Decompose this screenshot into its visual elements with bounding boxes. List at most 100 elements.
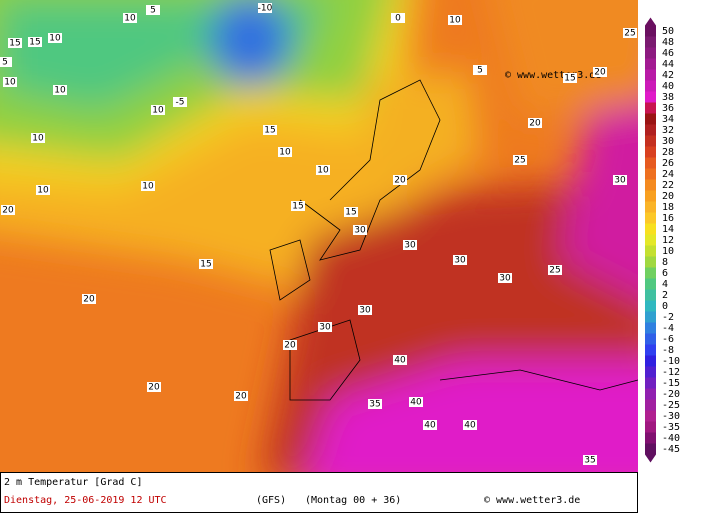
legend-tick-label: 20 xyxy=(662,191,674,202)
label-box xyxy=(498,273,512,283)
legend-tick-label: 36 xyxy=(662,103,674,114)
legend-swatch xyxy=(645,432,656,444)
label-box xyxy=(448,15,462,25)
contour-label: 30 xyxy=(354,226,366,236)
label-box xyxy=(391,13,405,23)
legend-tick-label: -10 xyxy=(662,356,680,367)
legend-swatch xyxy=(645,36,656,48)
contour-label: 10 xyxy=(142,182,154,192)
legend-swatch xyxy=(645,377,656,389)
legend-swatch xyxy=(645,190,656,202)
legend-tick-label: -2 xyxy=(662,312,674,323)
contour-label: 20 xyxy=(594,68,606,78)
legend-swatch xyxy=(645,212,656,224)
contour-label: 35 xyxy=(369,400,380,410)
legend-swatch xyxy=(645,366,656,378)
legend-tick-label: 34 xyxy=(662,114,674,125)
label-box xyxy=(623,28,637,38)
legend-swatch xyxy=(645,146,656,158)
legend-swatch xyxy=(645,322,656,334)
legend-tick-label: -45 xyxy=(662,444,680,455)
label-box xyxy=(583,455,597,465)
label-box xyxy=(403,240,417,250)
legend-tick-label: 2 xyxy=(662,290,668,301)
legend-swatch xyxy=(645,355,656,367)
label-box xyxy=(613,175,627,185)
legend-swatch xyxy=(645,234,656,246)
legend-tick-label: 24 xyxy=(662,169,674,180)
legend-swatch xyxy=(645,333,656,345)
legend-swatch xyxy=(645,113,656,125)
label-box xyxy=(199,259,213,269)
label-box xyxy=(141,181,155,191)
legend-tick-label: 32 xyxy=(662,125,674,136)
legend-tick-label: 6 xyxy=(662,268,668,279)
contour-label: 20 xyxy=(148,383,160,393)
legend-swatch xyxy=(645,69,656,81)
label-box xyxy=(283,340,297,350)
legend-swatch xyxy=(645,388,656,400)
label-box xyxy=(291,201,305,211)
contour-label: 5 xyxy=(150,6,156,16)
label-box xyxy=(593,67,607,77)
contour-label: 15 xyxy=(200,260,211,270)
contour-label: 40 xyxy=(410,398,422,408)
contour-label: 10 xyxy=(4,78,16,88)
legend-tick-label: 30 xyxy=(662,136,674,147)
legend-tick-label: 12 xyxy=(662,235,674,246)
legend-tick-label: -25 xyxy=(662,400,680,411)
legend-swatch xyxy=(645,223,656,235)
label-box xyxy=(123,13,137,23)
legend-tick-label: 40 xyxy=(662,81,674,92)
contour-label: 20 xyxy=(529,119,541,129)
map-credit: © www.wetter3.de xyxy=(505,70,601,81)
legend-swatch xyxy=(645,443,656,455)
label-box xyxy=(316,165,330,175)
label-box xyxy=(409,397,423,407)
legend-tick-label: -12 xyxy=(662,367,680,378)
legend-swatch xyxy=(645,58,656,70)
legend-swatch xyxy=(645,278,656,290)
label-box xyxy=(318,322,332,332)
contour-label: 30 xyxy=(614,176,626,186)
contour-label: 20 xyxy=(83,295,95,305)
legend-swatch xyxy=(645,267,656,279)
footer-title: 2 m Temperatur [Grad C] xyxy=(4,477,142,488)
legend-swatch xyxy=(645,135,656,147)
label-box xyxy=(463,420,477,430)
legend-tick-label: -30 xyxy=(662,411,680,422)
legend-tick-label: 50 xyxy=(662,26,674,37)
legend-tick-label: 28 xyxy=(662,147,674,158)
legend-tick-label: 4 xyxy=(662,279,668,290)
contour-label: 10 xyxy=(37,186,49,196)
legend-tick-label: 8 xyxy=(662,257,668,268)
legend-swatch xyxy=(645,47,656,59)
label-box xyxy=(393,175,407,185)
footer-run: (Montag 00 + 36) xyxy=(305,495,401,506)
legend-top-arrow xyxy=(645,17,656,26)
map-area xyxy=(0,0,638,472)
label-box xyxy=(563,73,577,83)
legend-tick-label: 44 xyxy=(662,59,674,70)
contour-label: -5 xyxy=(176,98,185,108)
label-box xyxy=(358,305,372,315)
label-box xyxy=(234,391,248,401)
contour-label: 20 xyxy=(394,176,406,186)
coastlines xyxy=(269,79,638,401)
legend-tick-label: -20 xyxy=(662,389,680,400)
contour-label: 20 xyxy=(235,392,247,402)
contour-label: 35 xyxy=(584,456,595,466)
legend-tick-label: -6 xyxy=(662,334,674,345)
legend-swatch xyxy=(645,245,656,257)
footer-box xyxy=(0,472,638,513)
label-box xyxy=(151,105,165,115)
contour-label: 15 xyxy=(264,126,275,136)
legend-tick-label: -8 xyxy=(662,345,674,356)
legend-tick-label: 46 xyxy=(662,48,674,59)
contour-label: 25 xyxy=(549,266,560,276)
legend-tick-label: -40 xyxy=(662,433,680,444)
contour-label: 30 xyxy=(454,256,466,266)
label-box xyxy=(173,97,187,107)
